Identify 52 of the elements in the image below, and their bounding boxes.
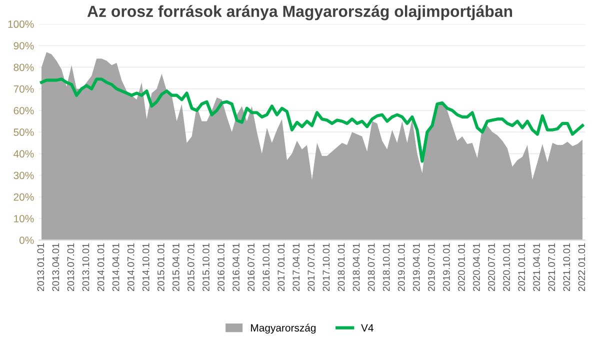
x-tick-label: 2013.01.01 <box>37 243 44 292</box>
y-tick-label: 30% <box>14 172 34 180</box>
y-tick-label: 10% <box>14 214 34 222</box>
y-tick-label: 80% <box>14 64 34 72</box>
y-tick-label: 0% <box>19 236 34 244</box>
x-tick-label: 2019.10.01 <box>442 243 450 292</box>
x-tick-label: 2015.01.01 <box>157 243 164 292</box>
x-tick-label: 2019.07.01 <box>428 243 435 292</box>
x-tick-label: 2015.04.01 <box>172 243 180 292</box>
y-tick-label: 50% <box>14 128 34 136</box>
x-tick-label: 2014.10.01 <box>142 243 150 292</box>
x-tick-label: 2020.01.01 <box>458 243 465 292</box>
x-tick-label: 2013.10.01 <box>82 243 90 292</box>
x-tick-label: 2020.10.01 <box>503 243 510 292</box>
x-tick-label: 2016.10.01 <box>262 243 270 292</box>
x-tick-label: 2016.01.01 <box>218 243 224 292</box>
x-tick-label: 2021.07.01 <box>548 243 556 292</box>
x-tick-label: 2018.07.01 <box>368 243 375 292</box>
x-tick-label: 2018.10.01 <box>382 243 390 292</box>
x-tick-label: 2013.07.01 <box>67 243 74 292</box>
x-tick-label: 2021.01.01 <box>518 243 525 292</box>
x-tick-label: 2017.10.01 <box>322 243 330 292</box>
x-tick-label: 2017.04.01 <box>292 243 300 292</box>
x-tick-label: 2014.01.01 <box>97 243 104 292</box>
x-tick-label: 2018.04.01 <box>352 243 360 292</box>
legend-label: V4 <box>361 324 374 332</box>
x-tick-label: 2015.10.01 <box>202 243 210 292</box>
y-tick-label: 70% <box>14 85 34 93</box>
x-tick-label: 2016.07.01 <box>248 243 254 292</box>
x-tick-label: 2015.07.01 <box>188 243 194 292</box>
x-tick-label: 2014.07.01 <box>127 243 134 292</box>
x-tick-label: 2021.10.01 <box>563 243 570 292</box>
line-series <box>40 78 584 163</box>
y-tick-label: 60% <box>14 106 34 114</box>
legend-label: Magyarország <box>251 324 316 334</box>
y-tick-label: 90% <box>14 42 34 50</box>
y-tick-label: 40% <box>14 150 34 158</box>
y-tick-label: 20% <box>14 193 34 201</box>
x-tick-label: 2019.04.01 <box>412 243 420 292</box>
x-tick-label: 2017.07.01 <box>308 243 315 292</box>
x-tick-label: 2017.01.01 <box>278 243 285 292</box>
x-tick-label: 2013.04.01 <box>52 243 60 292</box>
y-tick-label: 100% <box>8 20 34 28</box>
x-tick-label: 2021.04.01 <box>533 243 540 292</box>
chart-title: Az orosz források aránya Magyarország olajimportjában <box>87 5 512 20</box>
x-tick-label: 2020.07.01 <box>488 243 495 292</box>
x-tick-label: 2018.01.01 <box>338 243 345 292</box>
x-tick-label: 2020.04.01 <box>473 243 480 292</box>
x-tick-label: 2019.01.01 <box>398 243 405 292</box>
x-tick-label: 2022.01.01 <box>578 243 586 292</box>
x-tick-label: 2016.04.01 <box>232 243 240 292</box>
x-tick-label: 2014.04.01 <box>112 243 120 292</box>
